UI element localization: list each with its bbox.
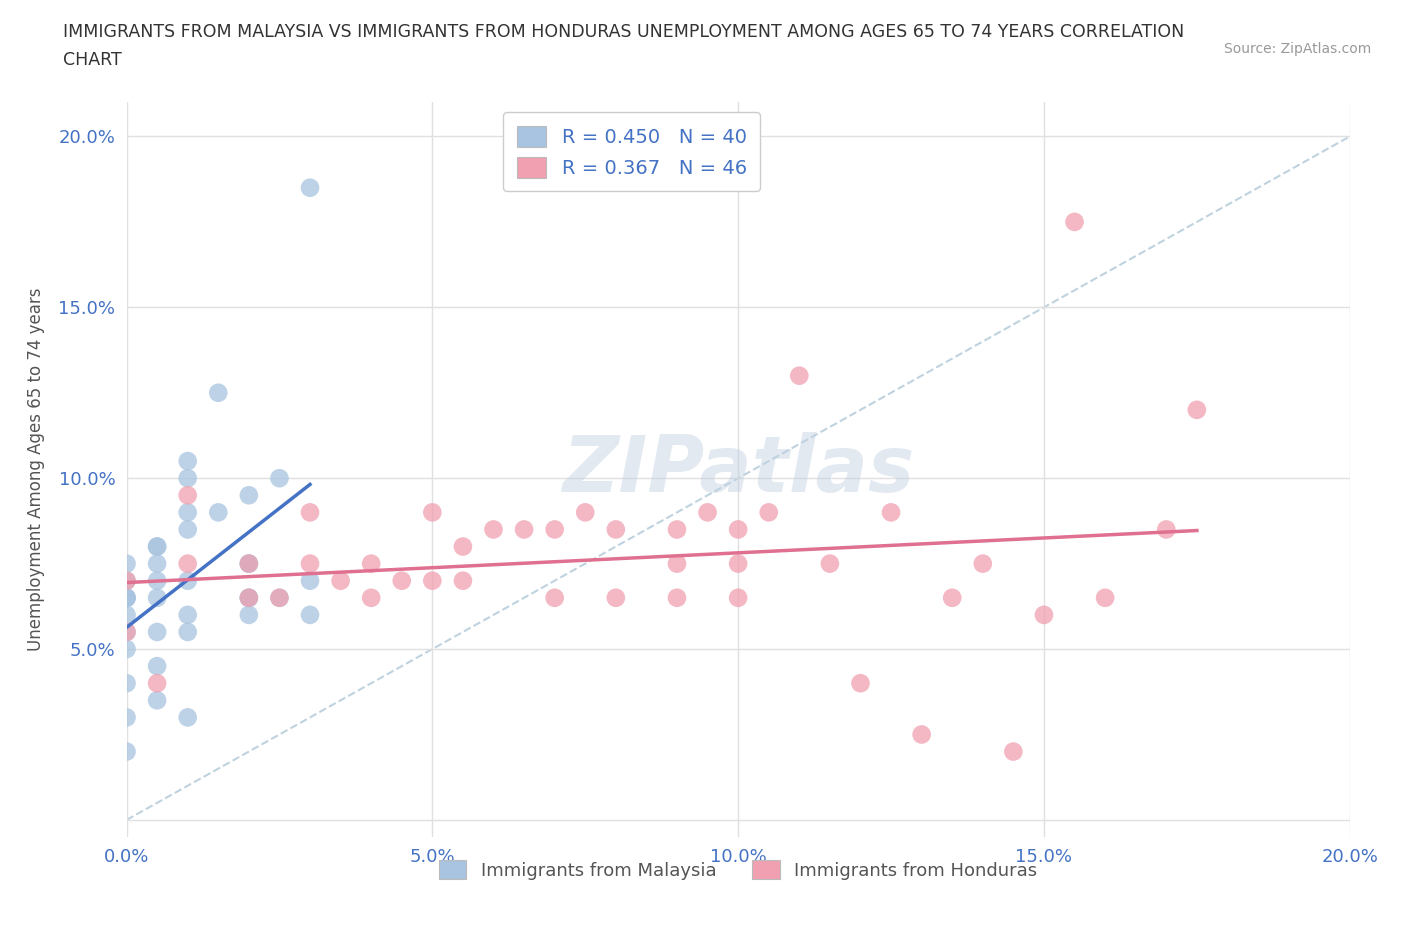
- Point: [299, 180, 322, 195]
- Point: [391, 573, 413, 588]
- Point: [146, 539, 169, 554]
- Point: [115, 591, 138, 605]
- Point: [115, 573, 138, 588]
- Point: [207, 505, 229, 520]
- Point: [972, 556, 994, 571]
- Point: [115, 710, 138, 724]
- Point: [818, 556, 841, 571]
- Text: Source: ZipAtlas.com: Source: ZipAtlas.com: [1223, 42, 1371, 56]
- Point: [177, 488, 200, 503]
- Point: [146, 539, 169, 554]
- Point: [146, 693, 169, 708]
- Point: [758, 505, 780, 520]
- Point: [177, 573, 200, 588]
- Point: [115, 591, 138, 605]
- Point: [787, 368, 810, 383]
- Point: [146, 556, 169, 571]
- Point: [177, 625, 200, 640]
- Point: [146, 676, 169, 691]
- Point: [115, 744, 138, 759]
- Point: [177, 522, 200, 537]
- Point: [299, 505, 322, 520]
- Point: [666, 591, 689, 605]
- Point: [666, 522, 689, 537]
- Point: [115, 642, 138, 657]
- Point: [238, 591, 260, 605]
- Point: [299, 607, 322, 622]
- Point: [451, 539, 474, 554]
- Text: CHART: CHART: [63, 51, 122, 69]
- Point: [238, 607, 260, 622]
- Point: [1063, 215, 1085, 230]
- Point: [238, 591, 260, 605]
- Text: ZIPatlas: ZIPatlas: [562, 432, 914, 508]
- Point: [115, 625, 138, 640]
- Point: [115, 573, 138, 588]
- Point: [696, 505, 718, 520]
- Point: [299, 573, 322, 588]
- Point: [115, 607, 138, 622]
- Point: [238, 556, 260, 571]
- Point: [543, 591, 565, 605]
- Point: [1156, 522, 1178, 537]
- Point: [115, 625, 138, 640]
- Point: [1185, 403, 1208, 418]
- Legend: Immigrants from Malaysia, Immigrants from Honduras: Immigrants from Malaysia, Immigrants fro…: [432, 853, 1045, 886]
- Point: [360, 556, 382, 571]
- Point: [146, 591, 169, 605]
- Point: [115, 591, 138, 605]
- Point: [238, 556, 260, 571]
- Point: [1094, 591, 1116, 605]
- Point: [605, 522, 627, 537]
- Point: [666, 556, 689, 571]
- Point: [238, 488, 260, 503]
- Point: [269, 591, 291, 605]
- Point: [329, 573, 352, 588]
- Text: IMMIGRANTS FROM MALAYSIA VS IMMIGRANTS FROM HONDURAS UNEMPLOYMENT AMONG AGES 65 : IMMIGRANTS FROM MALAYSIA VS IMMIGRANTS F…: [63, 23, 1184, 41]
- Point: [238, 556, 260, 571]
- Point: [911, 727, 934, 742]
- Point: [115, 556, 138, 571]
- Point: [849, 676, 872, 691]
- Point: [605, 591, 627, 605]
- Point: [177, 471, 200, 485]
- Point: [146, 658, 169, 673]
- Point: [299, 556, 322, 571]
- Point: [727, 522, 749, 537]
- Point: [451, 573, 474, 588]
- Point: [269, 591, 291, 605]
- Point: [1002, 744, 1025, 759]
- Point: [360, 591, 382, 605]
- Point: [727, 556, 749, 571]
- Point: [727, 591, 749, 605]
- Point: [422, 573, 444, 588]
- Point: [115, 676, 138, 691]
- Point: [422, 505, 444, 520]
- Point: [513, 522, 536, 537]
- Point: [1033, 607, 1056, 622]
- Point: [177, 505, 200, 520]
- Point: [238, 591, 260, 605]
- Y-axis label: Unemployment Among Ages 65 to 74 years: Unemployment Among Ages 65 to 74 years: [27, 288, 45, 651]
- Point: [177, 454, 200, 469]
- Point: [482, 522, 505, 537]
- Point: [146, 625, 169, 640]
- Point: [941, 591, 963, 605]
- Point: [177, 556, 200, 571]
- Point: [177, 710, 200, 724]
- Point: [880, 505, 903, 520]
- Point: [207, 385, 229, 400]
- Point: [177, 607, 200, 622]
- Point: [543, 522, 565, 537]
- Point: [146, 573, 169, 588]
- Point: [574, 505, 596, 520]
- Point: [269, 471, 291, 485]
